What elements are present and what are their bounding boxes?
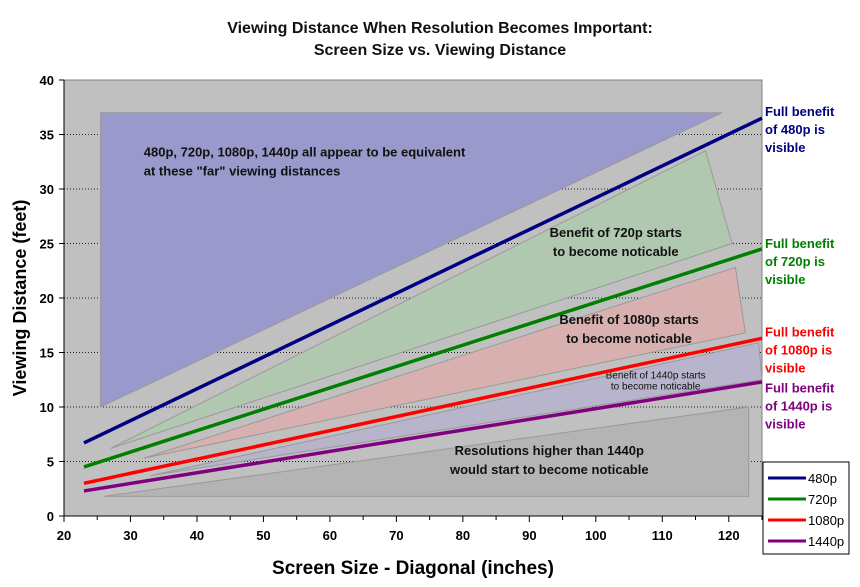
region-1080p-benefit [143, 266, 746, 459]
y-tick-label: 0 [47, 509, 54, 524]
y-tick-label: 35 [40, 128, 54, 143]
annotation: Full benefit [765, 380, 835, 395]
legend-label: 720p [808, 492, 837, 507]
region-720p-benefit [110, 150, 733, 449]
series-line-1440p [83, 380, 763, 493]
region-label: Benefit of 1080p starts [559, 312, 698, 327]
x-axis-label: Screen Size - Diagonal (inches) [272, 558, 554, 579]
chart-title-line1: Viewing Distance When Resolution Becomes… [227, 20, 653, 37]
x-tick-label: 100 [585, 528, 607, 543]
annotation: Full benefit [765, 324, 835, 339]
annotation: of 1440p is [765, 398, 832, 413]
series-line-1080p [83, 336, 763, 486]
region-label: would start to become noticable [449, 462, 649, 477]
annotation: Full benefit [765, 104, 835, 119]
x-tick-label: 60 [323, 528, 337, 543]
region-higher-than-1440p [103, 406, 750, 497]
y-tick-label: 30 [40, 182, 54, 197]
x-tick-label: 70 [389, 528, 403, 543]
y-tick-label: 25 [40, 237, 54, 252]
x-tick-label: 80 [456, 528, 470, 543]
region-label: 480p, 720p, 1080p, 1440p all appear to b… [144, 144, 466, 159]
legend-label: 480p [808, 471, 837, 486]
legend-label: 1440p [808, 534, 844, 549]
y-axis-label: Viewing Distance (feet) [10, 200, 30, 397]
x-tick-label: 20 [57, 528, 71, 543]
y-tick-label: 15 [40, 346, 54, 361]
region-label: Benefit of 720p starts [550, 225, 682, 240]
annotation: of 480p is [765, 122, 825, 137]
region-1440p-benefit [150, 342, 763, 477]
x-tick-label: 40 [190, 528, 204, 543]
x-tick-label: 110 [652, 528, 673, 543]
region-label: to become noticable [611, 382, 701, 393]
annotation: of 720p is [765, 254, 825, 269]
region-label: Resolutions higher than 1440p [455, 443, 644, 458]
annotation: visible [765, 140, 805, 155]
region-label: to become noticable [566, 331, 692, 346]
region-label: at these "far" viewing distances [144, 163, 341, 178]
chart-title-line2: Screen Size vs. Viewing Distance [313, 42, 567, 59]
legend-label: 1080p [808, 513, 844, 528]
y-tick-label: 5 [47, 455, 54, 470]
region-label: Benefit of 1440p starts [606, 371, 706, 382]
x-tick-label: 120 [718, 528, 740, 543]
annotation: visible [765, 360, 805, 375]
y-tick-label: 40 [40, 73, 54, 88]
y-tick-label: 20 [40, 291, 54, 306]
y-tick-label: 10 [40, 400, 54, 415]
annotation: of 1080p is [765, 342, 832, 357]
series-line-720p [83, 247, 763, 469]
x-tick-label: 30 [123, 528, 137, 543]
region-all-equivalent [100, 112, 723, 408]
region-label: to become noticable [553, 244, 679, 259]
x-tick-label: 50 [256, 528, 270, 543]
annotation: visible [765, 272, 805, 287]
annotation: Full benefit [765, 236, 835, 251]
series-line-480p [83, 116, 763, 445]
x-tick-label: 90 [522, 528, 536, 543]
annotation: visible [765, 416, 805, 431]
